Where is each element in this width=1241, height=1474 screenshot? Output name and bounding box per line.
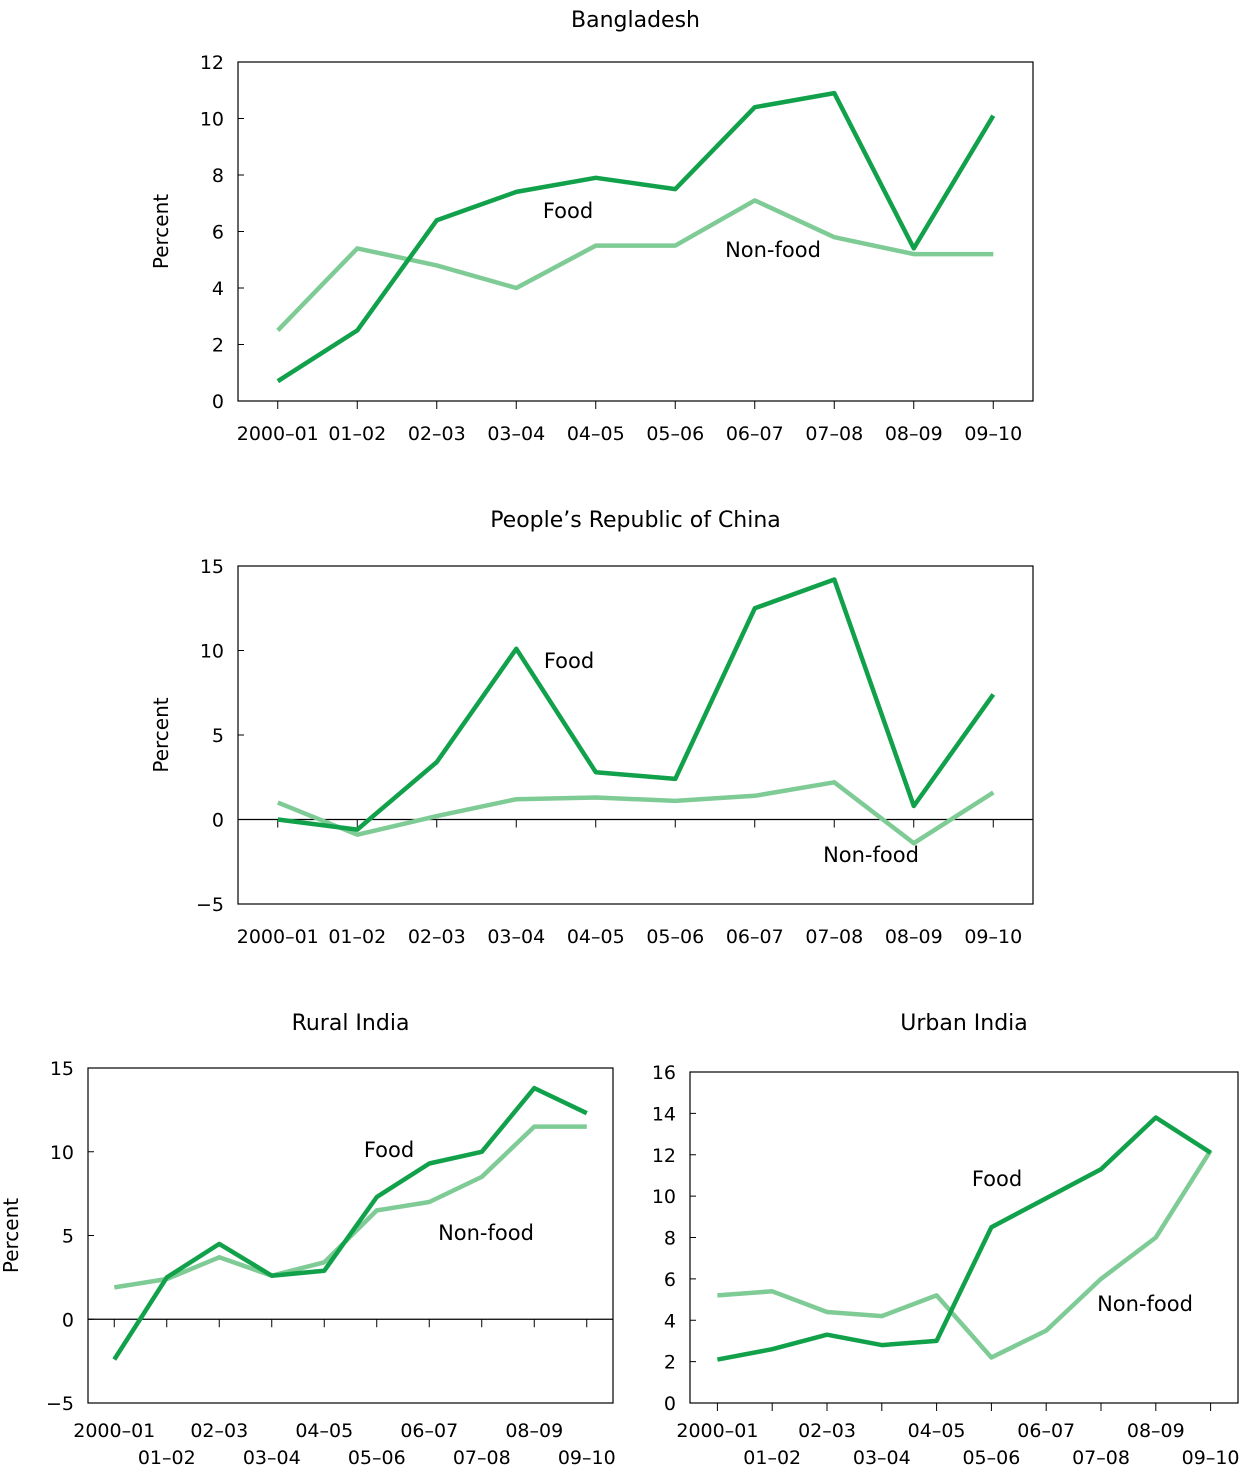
y-tick-label: 12 [652, 1145, 676, 1167]
x-tick-label: 02–03 [408, 926, 466, 948]
y-tick-label: 6 [664, 1269, 676, 1291]
x-tick-label: 01–02 [328, 926, 386, 948]
chart-0: Bangladesh 0 2 4 6 8 10 12 2000–01 01–02 02–03 03–0… [149, 8, 1034, 445]
x-tick-label: 02–03 [408, 423, 466, 445]
series-line-food [277, 577, 996, 832]
x-tick-label: 2000–01 [73, 1420, 155, 1442]
y-tick-label: 8 [664, 1228, 676, 1250]
y-tick-label: 6 [212, 222, 224, 244]
x-tick-label: 06–07 [400, 1420, 458, 1442]
y-tick-label: 10 [652, 1186, 676, 1208]
y-tick-label: 5 [62, 1226, 74, 1248]
chart-title: Urban India [900, 1011, 1028, 1036]
x-tick-label: 01–02 [743, 1447, 801, 1469]
y-tick-label: −5 [46, 1393, 74, 1415]
y-tick-label: 14 [652, 1103, 676, 1125]
x-tick-label: 08–09 [885, 423, 943, 445]
series-label: Food [543, 199, 593, 223]
x-tick-label: 09–10 [964, 926, 1022, 948]
y-tick-label: 16 [652, 1062, 676, 1084]
x-tick-label: 2000–01 [237, 926, 319, 948]
chart-title: Bangladesh [571, 8, 700, 33]
y-tick-label: 4 [664, 1310, 676, 1332]
series-label: Non-food [725, 238, 821, 262]
x-tick-label: 08–09 [505, 1420, 563, 1442]
y-tick-label: 12 [200, 52, 224, 74]
y-tick-label: 0 [62, 1309, 74, 1331]
x-tick-label: 04–05 [567, 423, 625, 445]
x-tick-label: 02–03 [798, 1420, 856, 1442]
x-tick-label: 05–06 [646, 926, 704, 948]
series-line-non-food [276, 198, 994, 332]
y-tick-label: 8 [212, 165, 224, 187]
y-tick-label: 5 [212, 725, 224, 747]
series-label: Non-food [438, 1221, 534, 1245]
x-tick-label: 04–05 [567, 926, 625, 948]
x-tick-label: 05–06 [646, 423, 704, 445]
series-line-non-food [717, 1149, 1213, 1360]
y-axis-label: Percent [149, 697, 173, 772]
x-tick-label: 03–04 [487, 423, 545, 445]
series-line-food [112, 1085, 588, 1361]
series-line-food [716, 1115, 1212, 1362]
y-tick-label: 15 [50, 1058, 74, 1080]
series-label: Food [364, 1138, 414, 1162]
series-label: Food [972, 1167, 1022, 1191]
x-tick-label: 07–08 [1072, 1447, 1130, 1469]
x-tick-label: 08–09 [885, 926, 943, 948]
x-tick-label: 03–04 [243, 1447, 301, 1469]
series-line-food [276, 90, 996, 384]
x-tick-label: 06–07 [726, 423, 784, 445]
x-tick-label: 09–10 [964, 423, 1022, 445]
chart-1: People’s Republic of China −5 0 5 10 15 2000–0… [149, 508, 1034, 948]
series-line-non-food [276, 780, 995, 846]
chart-title: People’s Republic of China [490, 508, 781, 533]
chart-3: Urban India 0 2 4 6 8 10 12 14 16 2000–01 01–02 02–0… [652, 1011, 1240, 1469]
y-tick-label: 2 [212, 335, 224, 357]
x-tick-label: 2000–01 [676, 1420, 758, 1442]
x-tick-label: 07–08 [453, 1447, 511, 1469]
y-axis-label: Percent [0, 1198, 23, 1273]
x-tick-label: 08–09 [1127, 1420, 1185, 1442]
y-tick-label: 4 [212, 278, 224, 300]
y-tick-label: 10 [200, 109, 224, 131]
chart-title: Rural India [292, 1011, 410, 1036]
x-tick-label: 03–04 [853, 1447, 911, 1469]
x-tick-label: 04–05 [295, 1420, 353, 1442]
x-tick-label: 06–07 [726, 926, 784, 948]
series-label: Non-food [1097, 1292, 1193, 1316]
y-axis-label: Percent [149, 194, 173, 269]
x-tick-label: 04–05 [908, 1420, 966, 1442]
y-tick-label: 2 [664, 1352, 676, 1374]
y-tick-label: −5 [196, 894, 224, 916]
x-tick-label: 05–06 [348, 1447, 406, 1469]
x-tick-label: 07–08 [805, 926, 863, 948]
y-tick-label: 10 [50, 1142, 74, 1164]
x-tick-label: 09–10 [1182, 1447, 1240, 1469]
x-tick-label: 2000–01 [237, 423, 319, 445]
x-tick-label: 07–08 [805, 423, 863, 445]
y-tick-label: 15 [200, 556, 224, 578]
y-tick-label: 0 [212, 391, 224, 413]
x-tick-label: 03–04 [487, 926, 545, 948]
series-label: Non-food [823, 843, 919, 867]
x-tick-label: 02–03 [190, 1420, 248, 1442]
series-label: Food [544, 649, 594, 673]
x-tick-label: 05–06 [962, 1447, 1020, 1469]
y-tick-label: 0 [664, 1393, 676, 1415]
y-tick-label: 10 [200, 641, 224, 663]
y-tick-label: 0 [212, 810, 224, 832]
x-tick-label: 09–10 [558, 1447, 616, 1469]
x-tick-label: 06–07 [1017, 1420, 1075, 1442]
chart-2: Rural India −5 0 5 10 15 2000–01 01–02 02–03 03–0… [0, 1011, 616, 1469]
plot-frame [237, 61, 1034, 402]
x-tick-label: 01–02 [138, 1447, 196, 1469]
x-tick-label: 01–02 [328, 423, 386, 445]
